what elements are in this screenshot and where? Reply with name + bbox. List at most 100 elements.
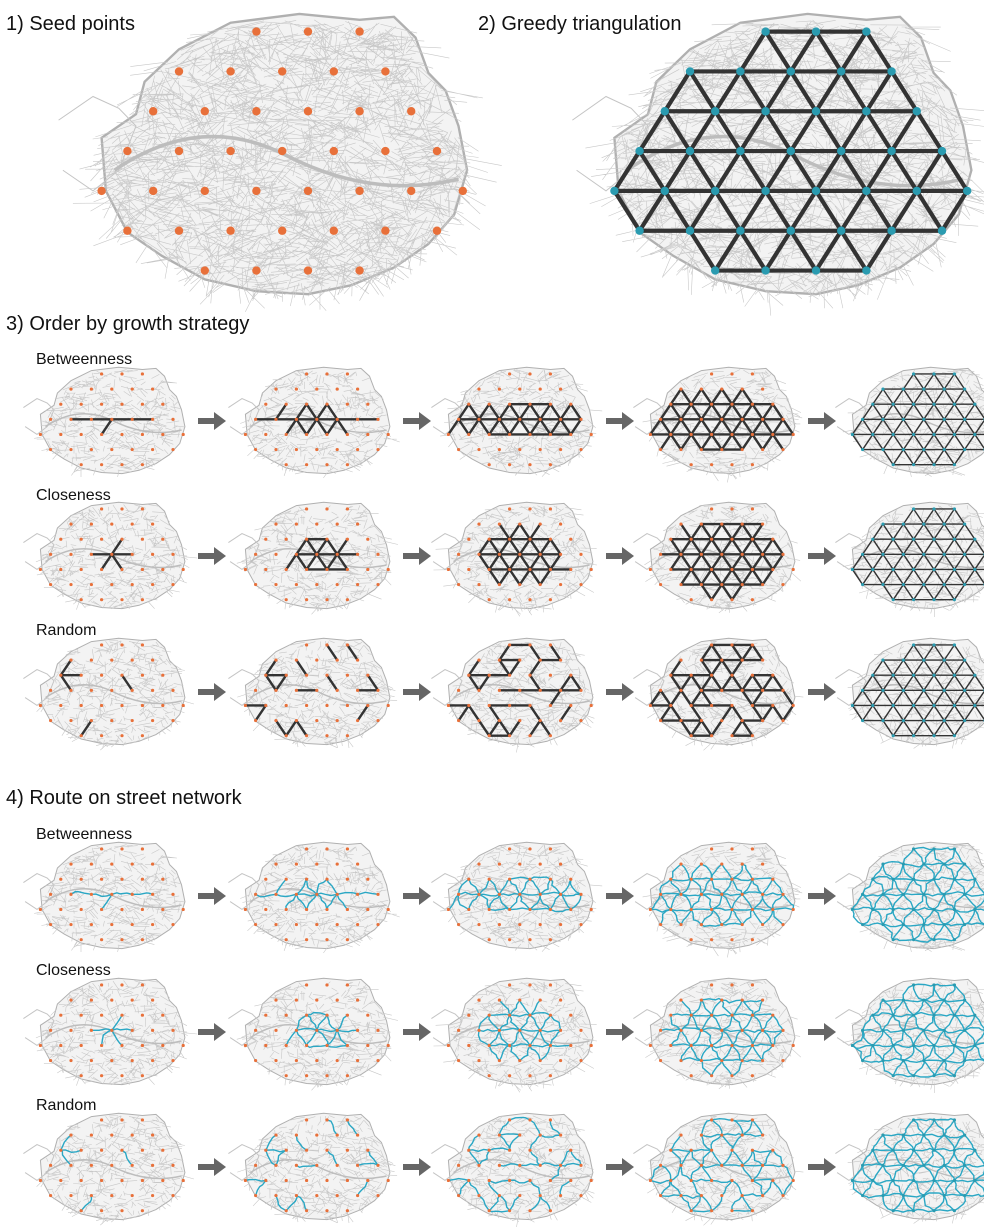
node-point [315,1028,319,1032]
route-closeness-step-1-map [23,977,198,1086]
node-point [528,983,532,987]
route-edge [902,1194,915,1212]
node-point [335,658,339,662]
triangulation-edge [912,644,925,661]
triangulation-edge [549,643,562,662]
route-edge [933,1179,945,1197]
triangulation-edge [528,643,542,662]
triangulation-edge [669,674,683,692]
triangulation-edge [892,403,905,421]
triangulation-edge [700,553,713,571]
node-point [569,1178,573,1183]
node-point [548,537,552,541]
node-point [100,598,104,602]
node-point [699,447,703,452]
node-point [589,907,593,912]
panel-nodes [648,643,795,738]
triangulation-edge [771,403,785,421]
node-point [538,1133,542,1137]
node-point [528,372,532,376]
node-point [579,1163,583,1167]
node-point [710,598,714,602]
node-point [508,598,512,602]
node-point [59,703,63,708]
node-point [720,998,724,1002]
node-point [579,1028,583,1032]
node-point [579,417,583,421]
node-point [720,447,724,452]
node-point [305,537,309,541]
node-point [750,1148,754,1152]
node-point [963,892,967,896]
arrow-shape [403,412,431,430]
route-edge [731,1194,743,1212]
node-point [750,1118,754,1122]
node-point [761,1193,765,1198]
triangulation-edge [274,403,288,421]
triangulation-edge [943,583,956,601]
node-point [100,734,104,738]
node-point [720,1058,724,1063]
node-point [942,998,946,1002]
node-point [881,1028,885,1032]
route-edge [872,999,884,1016]
node-point [871,432,875,437]
triangulation-edge [713,109,743,154]
route-closeness-step-4-map [633,977,802,1090]
route-edge [953,1119,966,1136]
node-point [861,417,865,421]
node-point [548,703,552,708]
triangulation-edge [710,433,723,451]
triangulation-edge [943,403,956,421]
node-point [932,938,936,942]
node-point [528,1178,532,1183]
route-edge [741,999,754,1016]
node-point [710,673,714,677]
right-arrow-icon [606,412,634,430]
node-point [38,907,42,912]
route-edge [974,1149,984,1166]
node-point [963,1058,967,1063]
triangulation-edge [713,69,743,114]
western-park-outline [633,669,665,707]
route-edge [953,1059,966,1077]
route-edge [912,893,925,911]
node-point [120,673,124,677]
node-point [386,432,390,437]
node-point [771,673,775,677]
node-point [376,1028,380,1032]
node-point [750,1043,754,1048]
node-point [325,983,329,987]
triangulation-edge [889,69,919,114]
node-point [528,463,532,467]
street-network [236,505,399,615]
node-point [669,703,673,708]
node-point [771,432,775,437]
node-point [446,567,450,572]
node-point [518,582,522,587]
route-edge [882,1029,905,1033]
node-point [457,718,461,723]
node-point [264,703,268,708]
route-edge [478,878,490,896]
node-point [922,1193,926,1198]
node-point [284,734,288,738]
route-edge [943,923,966,927]
triangulation-edge [669,704,683,722]
triangulation-edge [254,704,267,722]
node-point [69,552,73,556]
node-point [477,998,481,1002]
node-point [850,907,854,912]
node-point [730,463,734,467]
node-point [901,1193,905,1198]
route-edge [861,1029,874,1047]
triangulation-edge [498,403,511,421]
node-point [548,1118,552,1122]
arrow-shape [606,547,634,565]
node-point [528,598,532,602]
node-point [325,673,329,677]
node-point [151,922,155,927]
route-edge [851,893,864,911]
node-point [508,938,512,942]
node-point [110,1028,114,1032]
